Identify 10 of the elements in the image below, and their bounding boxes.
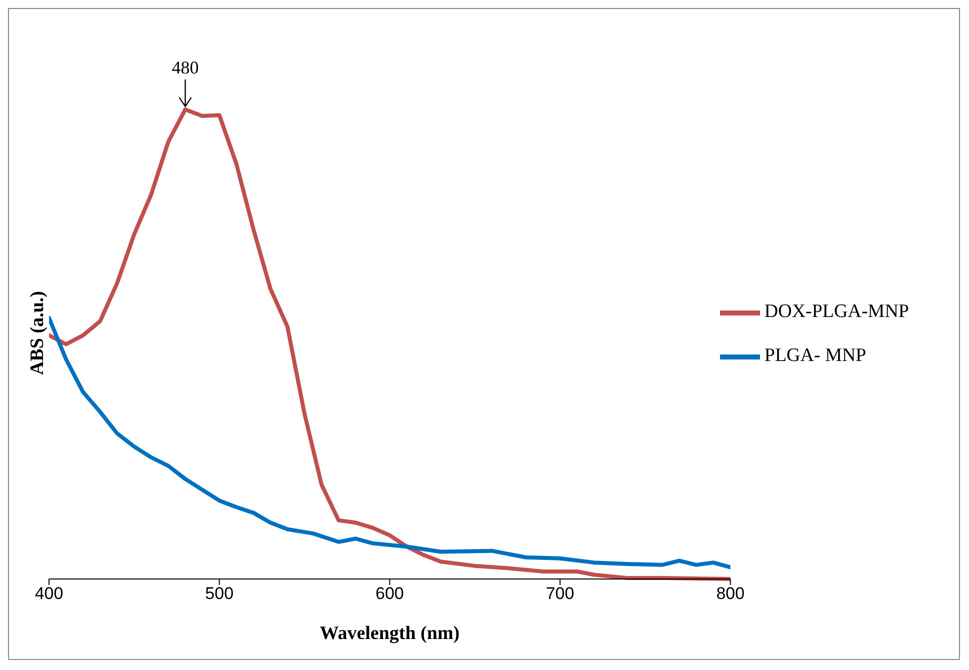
x-axis-title: Wavelength (nm) xyxy=(320,623,460,644)
x-tick-label: 600 xyxy=(376,584,404,604)
legend-label: DOX-PLGA-MNP xyxy=(764,301,909,322)
x-tick-label: 500 xyxy=(205,584,234,604)
annotation: 480 xyxy=(172,57,199,78)
y-axis-title: ABS (a.u.) xyxy=(27,291,49,375)
x-tick-label: 700 xyxy=(546,584,574,604)
legend-label: PLGA- MNP xyxy=(764,345,866,366)
x-tick-label: 800 xyxy=(716,584,745,604)
x-tick-label: 400 xyxy=(34,584,64,604)
